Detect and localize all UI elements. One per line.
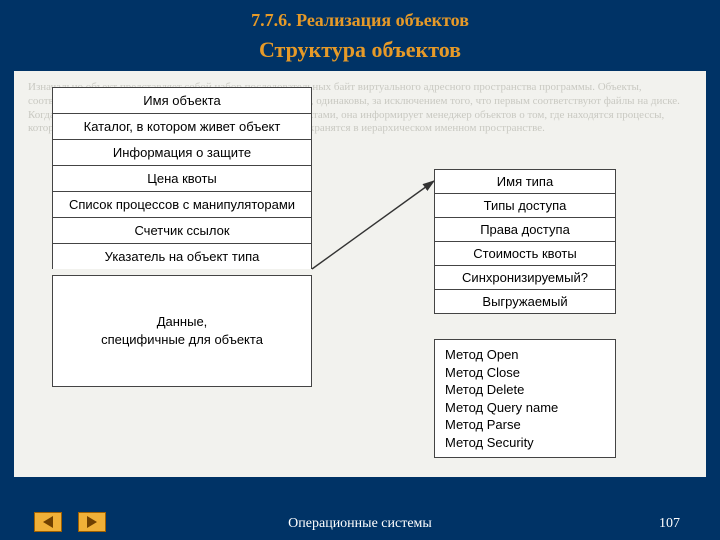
method-row: Метод Query name xyxy=(445,399,605,417)
type-cell: Права доступа xyxy=(434,217,616,241)
page-number: 107 xyxy=(659,516,680,532)
object-cell: Список процессов с манипуляторами xyxy=(52,191,312,217)
object-cell: Имя объекта xyxy=(52,87,312,113)
object-data-cell: Данные,специфичные для объекта xyxy=(52,275,312,387)
method-row: Метод Security xyxy=(445,434,605,452)
method-row: Метод Open xyxy=(445,346,605,364)
type-cell: Синхронизируемый? xyxy=(434,265,616,289)
subtitle: Структура объектов xyxy=(0,31,720,63)
section-number: 7.7.6. Реализация объектов xyxy=(0,0,720,31)
object-cell: Информация о защите xyxy=(52,139,312,165)
type-cell: Типы доступа xyxy=(434,193,616,217)
diagram-area: Изначально объект представляет собой наб… xyxy=(14,71,706,477)
footer-text: Операционные системы xyxy=(0,516,720,532)
method-row: Метод Parse xyxy=(445,416,605,434)
object-cell: Каталог, в котором живет объект xyxy=(52,113,312,139)
object-cell: Счетчик ссылок xyxy=(52,217,312,243)
object-cell: Указатель на объект типа xyxy=(52,243,312,269)
method-row: Метод Close xyxy=(445,364,605,382)
object-header-stack: Имя объекта Каталог, в котором живет объ… xyxy=(52,87,312,387)
type-cell: Выгружаемый xyxy=(434,289,616,314)
methods-box: Метод Open Метод Close Метод Delete Мето… xyxy=(434,339,616,458)
object-cell: Цена квоты xyxy=(52,165,312,191)
type-cell: Стоимость квоты xyxy=(434,241,616,265)
method-row: Метод Delete xyxy=(445,381,605,399)
type-object-stack: Имя типа Типы доступа Права доступа Стои… xyxy=(434,169,616,314)
type-cell: Имя типа xyxy=(434,169,616,193)
